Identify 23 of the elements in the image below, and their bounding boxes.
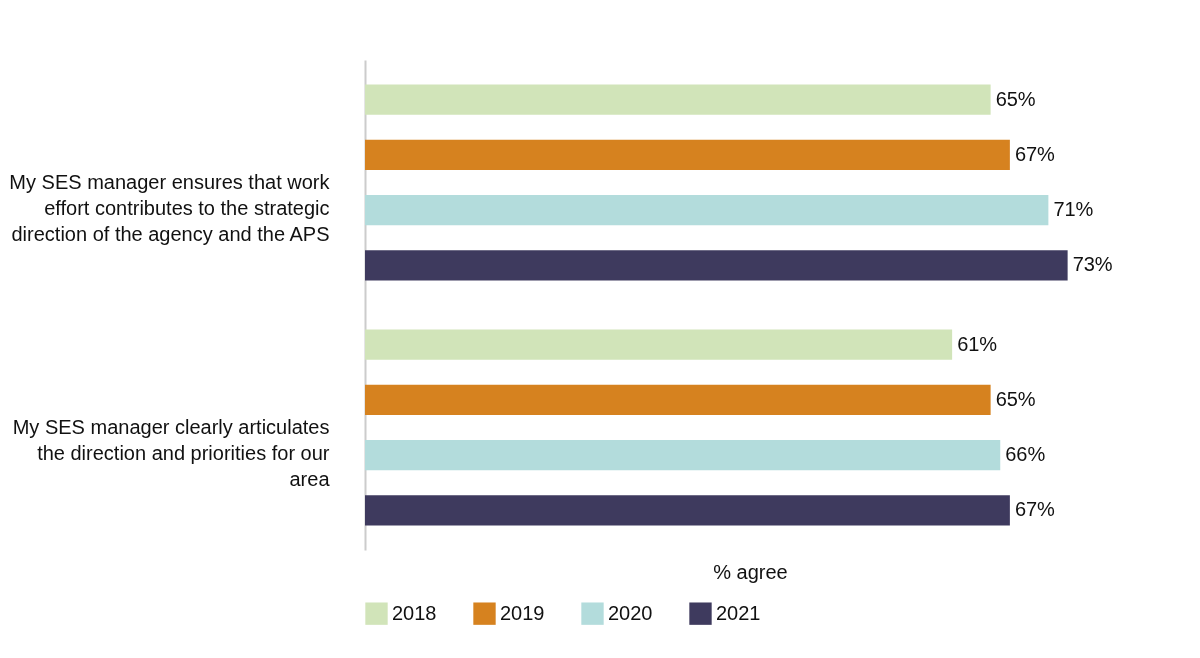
data-label: 65% bbox=[995, 387, 1036, 410]
bar bbox=[365, 84, 991, 115]
bar bbox=[365, 329, 953, 360]
legend-label: 2021 bbox=[716, 601, 761, 624]
data-label: 66% bbox=[1005, 443, 1046, 466]
bar bbox=[365, 194, 1049, 226]
y-tick-label: My SES manager clearly articulates the direction and priorities for our area bbox=[12, 415, 331, 490]
data-label: 71% bbox=[1053, 198, 1094, 221]
data-label: 67% bbox=[1014, 498, 1056, 521]
data-label: 67% bbox=[1014, 142, 1056, 165]
data-label: 61% bbox=[957, 332, 998, 355]
legend-label: 2018 bbox=[392, 601, 437, 624]
bar bbox=[365, 139, 1010, 171]
legend-label: 2020 bbox=[608, 601, 653, 624]
bar bbox=[365, 250, 1068, 281]
bar bbox=[365, 384, 991, 416]
legend-label: 2019 bbox=[500, 601, 545, 624]
data-label: 73% bbox=[1072, 253, 1113, 276]
bar bbox=[365, 439, 1001, 471]
y-tick-label: My SES manager ensures that work effort contributes to the strategic direction of the agency and the APS bbox=[9, 170, 331, 245]
x-axis-title: % agree bbox=[713, 560, 788, 583]
data-label: 65% bbox=[995, 87, 1036, 110]
bar bbox=[365, 495, 1010, 526]
